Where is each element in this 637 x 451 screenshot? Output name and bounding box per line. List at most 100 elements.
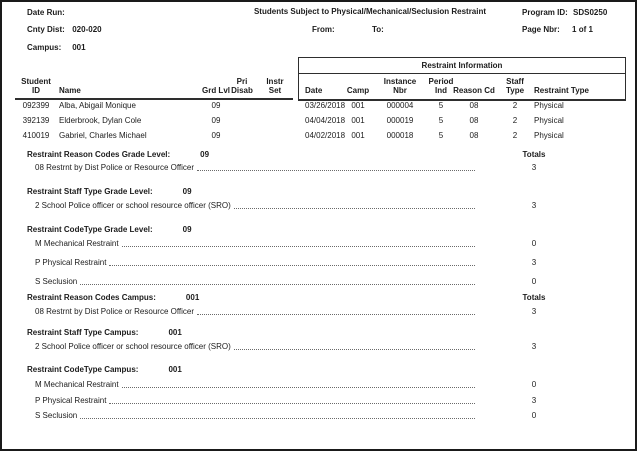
restraint-information-box: Restraint Information [298,57,626,101]
section-item: 2 School Police officer or school resour… [35,341,477,353]
item-text: 2 School Police officer or school resour… [35,201,231,210]
col-student-id: Student ID [21,77,51,95]
table-row: 092399 Alba, Abigail Monique 09 03/26/20… [2,98,635,113]
dotted-leader [233,349,475,350]
col-date: Date [305,86,323,95]
cell-instance-nbr: 000018 [386,131,414,140]
col-camp: Camp [346,86,370,95]
cell-date: 04/04/2018 [305,116,346,125]
cnty-dist-label: Cnty Dist: [27,25,65,34]
col-pri-disab: Pri Disab [231,77,253,95]
section-heading-codetype-campus: Restraint CodeType Campus: 001 [27,364,182,376]
section-value: 09 [200,150,210,159]
dotted-leader [121,246,475,247]
cell-restraint-type: Physical [534,116,564,125]
section-item: S Seclusion [35,410,477,422]
item-text: P Physical Restraint [35,258,107,267]
cnty-dist-row: Cnty Dist: 020-020 [27,24,102,35]
section-item: M Mechanical Restraint [35,379,477,391]
item-total: 3 [531,258,537,267]
col-reason-cd: Reason Cd [453,86,495,95]
section-item: P Physical Restraint [35,395,477,407]
cell-staff-type: 2 [512,131,518,140]
table-header: Student ID Name Grd Lvl Pri Disab Instr Set… [2,57,635,98]
item-total: 3 [531,201,537,210]
program-id-row: Program ID: SDS0250 [522,7,607,18]
section-value: 001 [185,293,200,302]
cell-reason-cd: 08 [469,101,479,110]
cell-pri-disab [226,98,258,113]
section-label: Restraint Reason Codes Campus: [27,293,156,302]
totals-header: Totals [522,293,546,302]
date-run-row: Date Run: [27,7,70,18]
campus-value: 001 [72,43,86,52]
cell-camp: 001 [351,101,365,110]
cell-date: 03/26/2018 [305,101,346,110]
page-nbr-row: Page Nbr: 1 of 1 [522,24,593,35]
cell-student-id: 410019 [22,131,50,140]
col-instr-set: Instr Set [266,77,284,95]
cell-grd-lvl: 09 [211,131,221,140]
item-text: S Seclusion [35,411,78,420]
item-total: 0 [531,380,537,389]
section-item: 08 Restrnt by Dist Police or Resource Of… [35,306,477,318]
cell-pri-disab [226,128,258,143]
item-total: 0 [531,239,537,248]
cell-staff-type: 2 [512,116,518,125]
cell-period-ind: 5 [438,116,444,125]
section-label: Restraint Staff Type Campus: [27,328,139,337]
cell-instr-set [256,98,294,113]
cell-period-ind: 5 [438,131,444,140]
cell-name: Alba, Abigail Monique [59,101,136,110]
col-instance-nbr: Instance Nbr [383,77,417,95]
section-value: 001 [168,328,182,337]
section-label: Restraint CodeType Grade Level: [27,225,153,234]
section-item: M Mechanical Restraint [35,238,477,250]
date-run-label: Date Run: [27,8,65,17]
section-value: 001 [168,365,182,374]
cell-pri-disab [226,113,258,128]
cell-staff-type: 2 [512,101,518,110]
item-text: M Mechanical Restraint [35,380,119,389]
col-period-ind: Period Ind [428,77,454,95]
cell-instr-set [256,113,294,128]
table-row: 392139 Elderbrook, Dylan Cole 09 04/04/2… [2,113,635,128]
cell-instance-nbr: 000004 [386,101,414,110]
cell-instr-set [256,128,294,143]
table-row: 410019 Gabriel, Charles Michael 09 04/02… [2,128,635,143]
dotted-leader [80,284,475,285]
cell-student-id: 392139 [22,116,50,125]
program-id-value: SDS0250 [573,8,608,17]
item-text: M Mechanical Restraint [35,239,119,248]
section-item: 2 School Police officer or school resour… [35,200,477,212]
section-heading-staff-campus: Restraint Staff Type Campus: 001 [27,327,182,339]
dotted-leader [197,314,475,315]
section-heading-staff-grade: Restraint Staff Type Grade Level: 09 [27,186,192,198]
from-label: From: [312,25,335,34]
cell-student-id: 092399 [22,101,50,110]
section-label: Restraint Reason Codes Grade Level: [27,150,171,159]
section-value: 09 [182,225,192,234]
dotted-leader [197,170,475,171]
col-grd-lvl: Grd Lvl [201,86,230,95]
dotted-leader [109,403,475,404]
section-heading-codetype-grade: Restraint CodeType Grade Level: 09 [27,224,192,236]
item-total: 3 [531,342,537,351]
col-name: Name [59,86,81,95]
cell-camp: 001 [351,116,365,125]
section-label: Restraint CodeType Campus: [27,365,139,374]
item-text: S Seclusion [35,277,78,286]
section-value: 09 [182,187,192,196]
campus-row: Campus: 001 [27,42,86,53]
item-total: 0 [531,411,537,420]
item-total: 3 [531,396,537,405]
page-nbr-label: Page Nbr: [522,25,560,34]
section-item: S Seclusion [35,276,477,288]
dotted-leader [121,387,475,388]
item-text: 2 School Police officer or school resour… [35,342,231,351]
page-nbr-value: 1 of 1 [572,25,593,34]
cell-restraint-type: Physical [534,101,564,110]
section-heading-reason-campus: Restraint Reason Codes Campus: 001 [27,292,199,304]
restraint-information-caption: Restraint Information [299,58,625,74]
